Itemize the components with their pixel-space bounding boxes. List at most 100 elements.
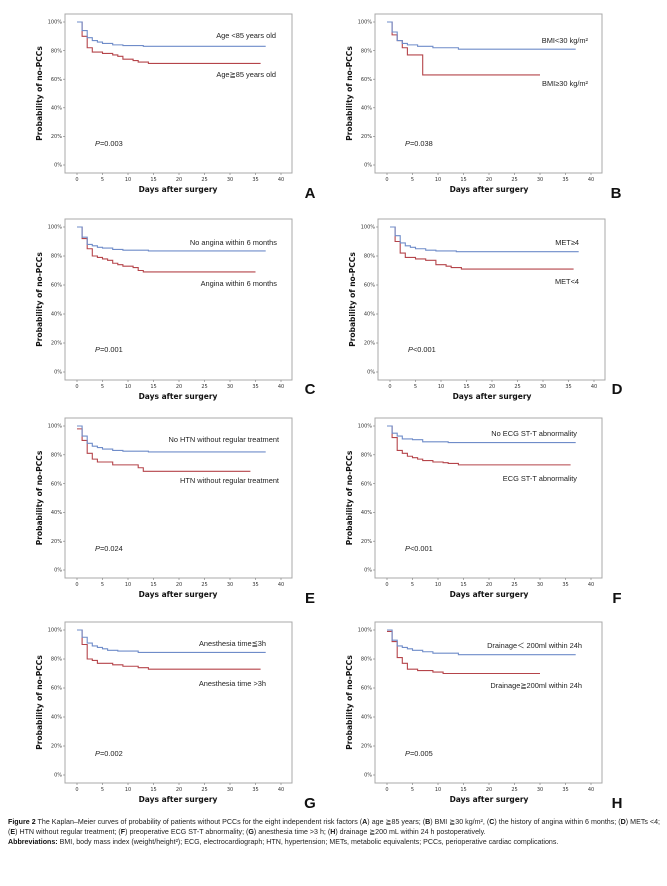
y-tick-label: 0% <box>367 370 375 376</box>
panel-letter: C <box>305 381 316 398</box>
x-tick-label: 30 <box>537 177 543 183</box>
y-tick-label: 100% <box>361 225 376 231</box>
x-tick-label: 15 <box>463 384 469 390</box>
km-panel-d: 0% 20% 40% 60% 80% 100% 0 5 10 15 20 25 30 35 40 Days a… <box>348 218 623 401</box>
y-axis-title: Probability of no-PCCs <box>35 252 44 347</box>
y-axis-title: Probability of no-PCCs <box>348 252 357 347</box>
y-tick-label: 100% <box>48 20 63 26</box>
x-tick-label: 0 <box>75 787 78 793</box>
y-tick-label: 100% <box>48 628 63 634</box>
plot-frame <box>374 13 603 174</box>
x-tick-label: 15 <box>150 787 156 793</box>
km-panel-e: 0% 20% 40% 60% 80% 100% 0 5 10 15 20 25 30 35 40 Days a… <box>35 417 315 607</box>
p-symbol: P <box>405 749 410 758</box>
y-tick-label: 40% <box>361 510 372 516</box>
x-tick-label: 40 <box>278 582 284 588</box>
x-tick-label: 0 <box>385 177 388 183</box>
x-tick-label: 20 <box>486 787 492 793</box>
x-tick-label: 40 <box>278 787 284 793</box>
y-tick-label: 60% <box>361 481 372 487</box>
caption-fragment: ) preoperative ECG ST-T abnormality; ( <box>125 828 249 837</box>
p-value: <0.001 <box>413 345 436 354</box>
y-tick-label: 60% <box>364 283 375 289</box>
km-curve-low-risk <box>390 226 579 253</box>
p-value-label: P=0.005 <box>405 749 433 758</box>
caption-panel-ref: A <box>362 818 368 826</box>
x-tick-label: 25 <box>514 384 520 390</box>
y-tick-label: 60% <box>51 686 62 692</box>
x-tick-label: 10 <box>435 787 441 793</box>
x-tick-label: 5 <box>101 384 104 390</box>
x-tick-label: 20 <box>176 787 182 793</box>
legend-label-low-risk: Age <85 years old <box>216 31 276 40</box>
y-tick-label: 20% <box>361 134 372 140</box>
x-tick-label: 35 <box>252 582 258 588</box>
panel-letter: G <box>304 795 316 812</box>
km-curve-low-risk <box>77 425 266 453</box>
abbreviations-label: Abbreviations: <box>8 838 58 847</box>
y-tick-label: 20% <box>51 134 62 140</box>
x-tick-label: 40 <box>588 787 594 793</box>
x-tick-label: 40 <box>588 582 594 588</box>
plot-frame <box>64 417 293 579</box>
x-tick-label: 10 <box>435 177 441 183</box>
x-axis-title: Days after surgery <box>450 795 529 804</box>
km-curve-low-risk <box>387 629 576 656</box>
panel-letter: H <box>612 795 623 812</box>
caption-label: Figure 2 <box>8 818 36 826</box>
panel-letter: D <box>612 381 623 398</box>
x-tick-label: 15 <box>150 384 156 390</box>
x-tick-label: 35 <box>565 384 571 390</box>
x-tick-label: 30 <box>537 582 543 588</box>
y-axis-title: Probability of no-PCCs <box>345 450 354 545</box>
legend-label-low-risk: BMI<30 kg/m² <box>542 36 589 45</box>
y-tick-label: 80% <box>51 254 62 260</box>
caption-abbreviations: Abbreviations: BMI, body mass index (wei… <box>8 837 660 847</box>
km-curve-high-risk <box>390 226 574 270</box>
x-tick-label: 40 <box>588 177 594 183</box>
caption-fragment: ) HTN without regular treatment; ( <box>15 828 121 837</box>
caption-panel-ref: D <box>620 818 626 826</box>
y-tick-label: 100% <box>358 628 373 634</box>
x-tick-label: 0 <box>385 787 388 793</box>
legend-label-low-risk: No angina within 6 months <box>190 238 277 247</box>
panel-letter: B <box>611 185 622 202</box>
x-tick-label: 20 <box>489 384 495 390</box>
p-value: =0.003 <box>100 139 123 148</box>
p-value: =0.024 <box>100 544 123 553</box>
x-axis-title: Days after surgery <box>450 590 529 599</box>
plot-frame <box>374 417 603 579</box>
x-tick-label: 0 <box>388 384 391 390</box>
x-tick-label: 35 <box>252 177 258 183</box>
x-tick-label: 15 <box>460 787 466 793</box>
caption-fragment: ) drainage ≧200 mL within 24 h postopera… <box>335 828 486 837</box>
y-tick-label: 0% <box>364 163 372 169</box>
x-tick-label: 35 <box>562 177 568 183</box>
legend-label-high-risk: BMI≥30 kg/m² <box>542 79 588 88</box>
y-tick-label: 20% <box>361 539 372 545</box>
y-tick-label: 80% <box>51 657 62 663</box>
caption-panel-ref: F <box>120 828 126 837</box>
km-curve-low-risk <box>77 226 266 252</box>
x-tick-label: 15 <box>150 177 156 183</box>
y-tick-label: 40% <box>51 715 62 721</box>
y-tick-label: 20% <box>361 744 372 750</box>
km-curve-low-risk <box>77 21 266 47</box>
caption-fragment: ) the history of angina within 6 months;… <box>494 818 621 826</box>
y-axis-title: Probability of no-PCCs <box>35 450 44 545</box>
figure-caption: Figure 2 The Kaplan–Meier curves of prob… <box>8 817 660 848</box>
plot-frame <box>377 218 606 381</box>
p-value: =0.002 <box>100 749 123 758</box>
plot-frame <box>374 621 603 784</box>
x-tick-label: 35 <box>562 582 568 588</box>
legend-label-high-risk: MET<4 <box>555 277 579 286</box>
y-tick-label: 100% <box>48 424 63 430</box>
km-panel-g: 0% 20% 40% 60% 80% 100% 0 5 10 15 20 25 30 35 40 Days a… <box>35 621 316 812</box>
y-axis-title: Probability of no-PCCs <box>35 46 44 141</box>
p-symbol: P <box>95 749 100 758</box>
y-tick-label: 0% <box>54 370 62 376</box>
p-symbol: P <box>405 139 410 148</box>
x-tick-label: 5 <box>411 787 414 793</box>
km-curve-low-risk <box>387 21 576 50</box>
